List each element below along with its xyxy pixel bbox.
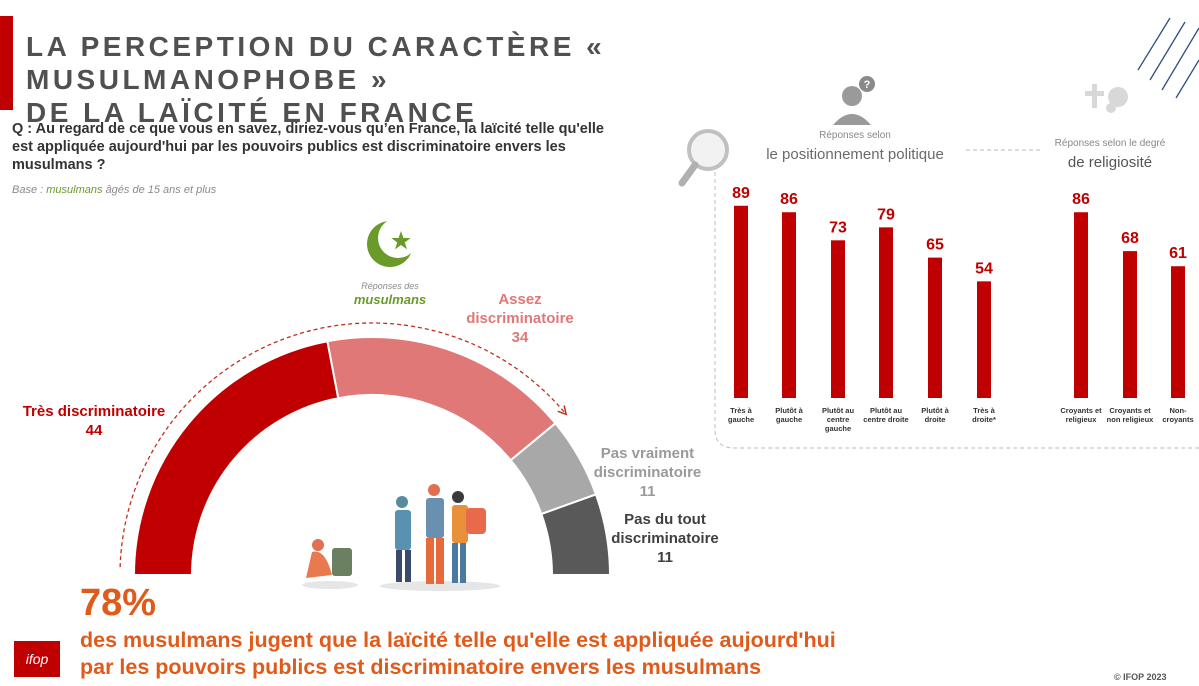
bar xyxy=(928,257,942,398)
religion-symbols-icon xyxy=(1085,84,1128,113)
people-illustration-icon xyxy=(302,484,500,591)
slice-label-text: Pas vraiment xyxy=(600,445,695,462)
slice-label-text: Pas du tout xyxy=(624,511,706,528)
base-note: Base : musulmans âgés de 15 ans et plus xyxy=(12,184,216,196)
bar-category-label: Plutôt au centre droite xyxy=(863,406,908,424)
magnifier-icon xyxy=(678,129,729,187)
gauge-slice-tres xyxy=(132,340,340,576)
bar-value-label: 86 xyxy=(780,191,798,208)
bar-value-label: 54 xyxy=(975,260,993,277)
bar-category-label: Plutôt à droite xyxy=(921,406,949,424)
bar-chart-political: 89 Très à gauche 86 Plutôt à gauche 73 Plutôt a… xyxy=(728,185,996,433)
summary-line-2: par les pouvoirs publics est discriminat… xyxy=(80,655,762,679)
slice-label-text-2: discriminatoire xyxy=(466,310,574,327)
slice-label-text-2: discriminatoire xyxy=(611,530,719,547)
base-highlight: musulmans xyxy=(46,184,103,196)
crescent-star-icon xyxy=(367,218,418,267)
bar-category-label: Croyants et non religieux xyxy=(1107,406,1155,424)
bar-value-label: 61 xyxy=(1169,245,1187,262)
slice-label-value: 11 xyxy=(657,549,673,566)
slice-label-value: 44 xyxy=(85,422,103,439)
bar xyxy=(879,227,893,398)
political-chart-title: le positionnement politique xyxy=(766,146,944,163)
religiosity-chart-pretitle: Réponses selon le degré xyxy=(1054,138,1166,149)
gauge-arrow-arc xyxy=(119,322,567,568)
title-line-1: LA PERCEPTION DU CARACTÈRE « MUSULMANOPH… xyxy=(26,31,606,95)
slice-label-pas-du-tout: Pas du tout discriminatoire 11 xyxy=(590,510,740,567)
slice-label-pas-vraiment: Pas vraiment discriminatoire 11 xyxy=(575,444,720,501)
religiosity-chart-title: de religiosité xyxy=(1067,154,1153,171)
gauge-chart xyxy=(119,322,612,576)
bar xyxy=(831,240,845,398)
bar-value-label: 86 xyxy=(1072,191,1090,208)
bar-value-label: 65 xyxy=(926,237,944,254)
slice-label-assez: Assez discriminatoire 34 xyxy=(440,290,600,347)
bar-category-label: Croyants et religieux xyxy=(1060,406,1102,424)
svg-text:?: ? xyxy=(864,79,871,91)
bar-chart-religiosity: 86 Croyants et religieux 68 Croyants et non r… xyxy=(1060,191,1193,424)
base-prefix: Base : xyxy=(12,184,44,196)
bar-value-label: 68 xyxy=(1121,230,1139,247)
copyright: © IFOP 2023 xyxy=(1114,672,1167,682)
gauge-arrow-head xyxy=(557,405,568,416)
gauge-slice-pas-du-tout xyxy=(540,493,612,576)
bar-category-label: Très à gauche xyxy=(728,406,754,424)
person-question-icon: ? xyxy=(833,76,875,125)
gauge-header-group: musulmans xyxy=(353,292,427,307)
bar xyxy=(734,205,748,398)
accent-bar xyxy=(0,16,13,110)
decorative-lines xyxy=(1137,17,1199,99)
gauge-slice-assez xyxy=(326,336,557,462)
summary-text: des musulmans jugent que la laïcité tell… xyxy=(80,627,980,681)
bar-value-label: 73 xyxy=(829,219,847,236)
summary-line-1: des musulmans jugent que la laïcité tell… xyxy=(80,628,836,652)
gauge-header-prefix: Réponses des xyxy=(361,281,419,291)
bar-value-label: 79 xyxy=(877,206,895,223)
title-line-2: DE LA LAÏCITÉ EN FRANCE xyxy=(26,97,478,128)
base-suffix: âgés de 15 ans et plus xyxy=(105,184,217,196)
page-title: LA PERCEPTION DU CARACTÈRE « MUSULMANOPH… xyxy=(26,30,926,129)
slice-label-value: 34 xyxy=(511,329,529,346)
bar-value-label: 89 xyxy=(732,185,750,202)
slice-label-text: Assez xyxy=(498,291,542,308)
summary-percent: 78% xyxy=(80,582,157,624)
bar-category-label: Plutôt à gauche xyxy=(775,406,803,424)
bar xyxy=(782,212,796,398)
question-text: Q : Au regard de ce que vous en savez, d… xyxy=(12,121,604,173)
bar-category-label: Plutôt au centre gauche xyxy=(822,406,854,433)
slice-label-text-2: discriminatoire xyxy=(593,464,702,481)
bar xyxy=(1171,266,1185,398)
bar-category-label: Non-croyants xyxy=(1162,406,1193,424)
political-chart-pretitle: Réponses selon xyxy=(819,130,891,141)
bar xyxy=(1123,251,1137,398)
ifop-logo: ifop xyxy=(14,641,60,677)
slice-label-tres: Très discriminatoire 44 xyxy=(14,402,174,440)
slice-label-text: Très discriminatoire xyxy=(22,403,166,420)
subgroup-panel-border xyxy=(714,149,1199,449)
slice-label-value: 11 xyxy=(639,483,656,500)
bar xyxy=(977,281,991,398)
bar xyxy=(1074,212,1088,398)
bar-category-label: Très à droite* xyxy=(972,406,996,424)
